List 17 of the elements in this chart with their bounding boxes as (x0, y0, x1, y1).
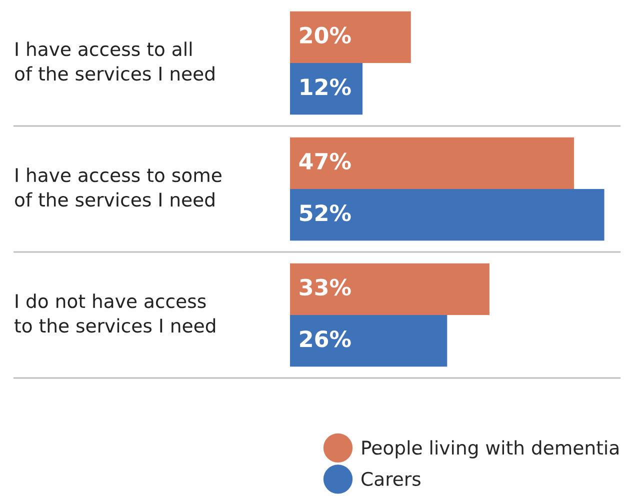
legend-label: People living with dementia (362, 440, 618, 458)
y-tick-label: I do not have access to the services I need (14, 294, 216, 333)
data-label: 47% (299, 152, 351, 170)
legend-label: Carers (362, 472, 420, 486)
y-tick-label: I have access to all of the services I need (15, 42, 214, 81)
bar (290, 137, 574, 189)
y-tick-label: I have access to some of the services I need (15, 168, 222, 207)
bar (290, 189, 604, 241)
data-label: 26% (300, 330, 351, 348)
bar (290, 11, 411, 63)
bar (290, 315, 448, 367)
data-label: 12% (300, 78, 351, 96)
data-label: 33% (300, 278, 351, 296)
bar (290, 263, 490, 315)
data-label: 20% (300, 26, 351, 44)
data-label: 52% (300, 204, 351, 222)
bar (290, 63, 363, 115)
